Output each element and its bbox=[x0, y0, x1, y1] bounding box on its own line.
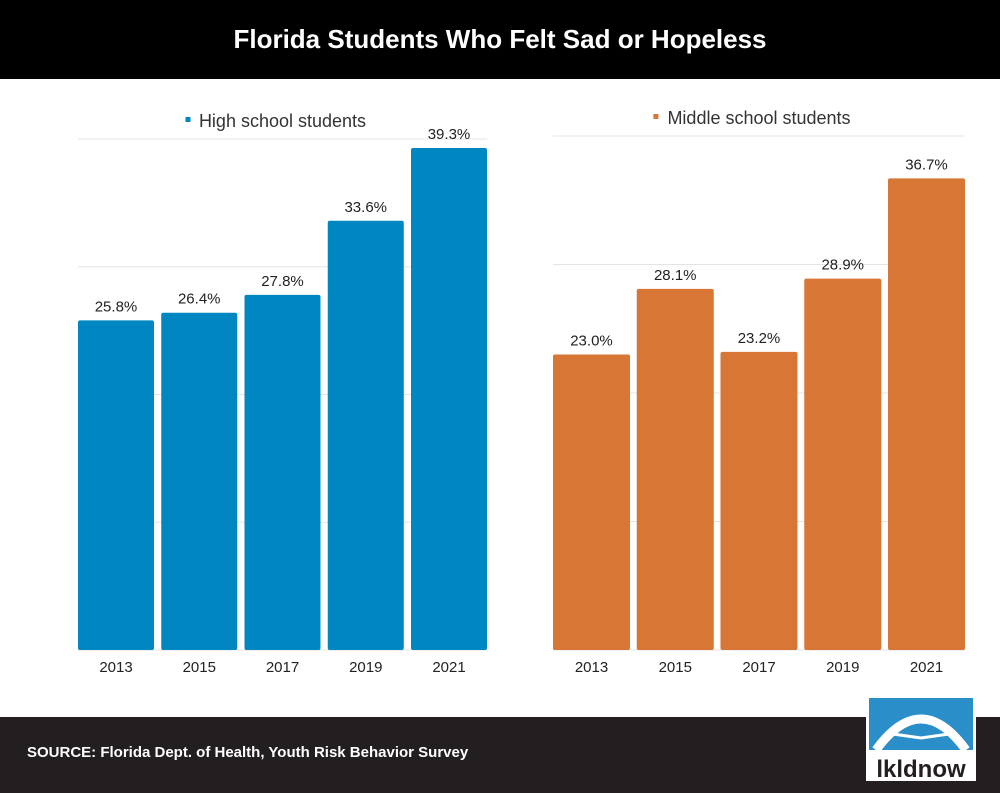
source-note: SOURCE: Florida Dept. of Health, Youth R… bbox=[27, 744, 469, 761]
bar bbox=[327, 220, 404, 650]
bar bbox=[78, 320, 154, 650]
x-tick-label: 2013 bbox=[99, 659, 132, 676]
chart-title: Florida Students Who Felt Sad or Hopeles… bbox=[0, 0, 1000, 79]
data-label: 26.4% bbox=[178, 291, 221, 308]
x-tick-label: 2021 bbox=[432, 659, 465, 676]
bar bbox=[720, 351, 798, 650]
bar bbox=[636, 288, 714, 650]
x-tick-label: 2019 bbox=[349, 659, 382, 676]
footer: SOURCE: Florida Dept. of Health, Youth R… bbox=[0, 717, 1000, 793]
legend-swatch bbox=[653, 114, 659, 119]
lkldnow-logo: lkldnow bbox=[866, 693, 976, 783]
data-label: 25.8% bbox=[95, 298, 138, 315]
bar bbox=[411, 147, 487, 650]
x-tick-label: 2017 bbox=[742, 659, 775, 676]
bar bbox=[888, 178, 965, 650]
x-tick-label: 2015 bbox=[659, 659, 692, 676]
x-tick-label: 2021 bbox=[910, 659, 943, 676]
legend-label: High school students bbox=[199, 111, 366, 131]
data-label: 36.7% bbox=[905, 156, 948, 173]
legend-swatch bbox=[185, 117, 191, 122]
bar bbox=[244, 294, 321, 650]
data-label: 28.9% bbox=[821, 257, 864, 274]
bar bbox=[804, 278, 882, 650]
middle-school-chart: Middle school students 23.0% 2013 28.1% 2015… bbox=[553, 108, 965, 676]
data-label: 39.3% bbox=[428, 126, 471, 143]
bar bbox=[161, 312, 238, 650]
high-school-chart: High school students 25.8% 2013 26.4% 2015 27… bbox=[78, 111, 487, 676]
x-tick-label: 2017 bbox=[266, 659, 299, 676]
bar bbox=[553, 354, 630, 650]
x-tick-label: 2015 bbox=[183, 659, 216, 676]
legend-label: Middle school students bbox=[667, 108, 850, 128]
data-label: 27.8% bbox=[261, 273, 304, 290]
data-label: 23.2% bbox=[738, 330, 781, 347]
data-label: 33.6% bbox=[344, 199, 387, 216]
x-tick-label: 2013 bbox=[575, 659, 608, 676]
x-tick-label: 2019 bbox=[826, 659, 859, 676]
data-label: 23.0% bbox=[570, 332, 613, 349]
data-label: 28.1% bbox=[654, 267, 697, 284]
svg-text:lkldnow: lkldnow bbox=[876, 756, 966, 781]
